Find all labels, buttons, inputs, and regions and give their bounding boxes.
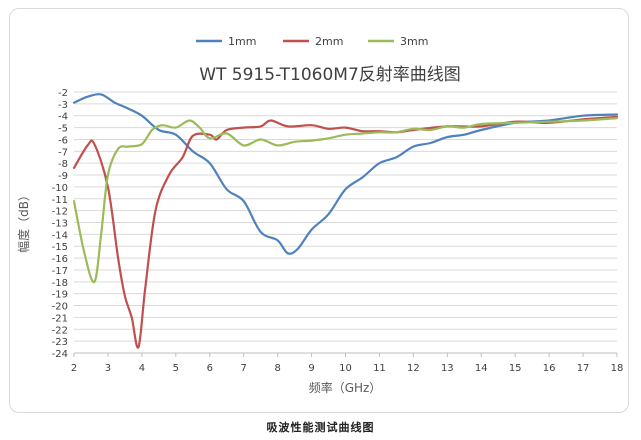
legend-label-3mm: 3mm — [400, 35, 428, 48]
y-tick-label: -11 — [52, 195, 68, 206]
x-tick-label: 4 — [139, 363, 145, 374]
x-tick-label: 12 — [407, 363, 420, 374]
y-tick-label: -3 — [58, 100, 68, 111]
y-tick-label: -15 — [52, 242, 68, 253]
x-tick-label: 9 — [308, 363, 314, 374]
x-tick-label: 3 — [105, 363, 111, 374]
y-tick-labels: -2-3-4-5-6-7-8-9-10-11-12-13-14-15-16-17… — [52, 88, 68, 360]
x-tick-label: 16 — [543, 363, 556, 374]
y-tick-label: -2 — [58, 88, 68, 99]
x-tick-label: 11 — [373, 363, 386, 374]
x-tick-label: 17 — [577, 363, 590, 374]
y-tick-label: -5 — [58, 124, 68, 135]
y-tick-label: -19 — [52, 290, 68, 301]
series-lines — [72, 93, 619, 349]
y-tick-label: -4 — [58, 112, 68, 123]
x-tick-label: 14 — [475, 363, 488, 374]
y-tick-label: -7 — [58, 147, 68, 158]
x-tick-labels: 2 3 4 5 6 7 8 9 10 11 12 13 14 15 16 17 18 — [71, 363, 624, 374]
y-tick-label: -22 — [52, 325, 68, 336]
y-tick-label: -18 — [52, 278, 68, 289]
x-tick-label: 18 — [611, 363, 624, 374]
x-tick-label: 2 — [71, 363, 77, 374]
series-line-3mm — [72, 117, 619, 284]
y-axis-label: 幅度（dB） — [16, 189, 31, 253]
figure-caption: 吸波性能测试曲线图 — [266, 421, 375, 434]
y-tick-label: -13 — [52, 219, 68, 230]
gridlines — [74, 91, 617, 354]
y-tick-label: -16 — [52, 254, 68, 265]
x-tick-label: 8 — [274, 363, 280, 374]
y-tick-label: -24 — [52, 349, 68, 360]
legend-label-2mm: 2mm — [315, 35, 343, 48]
legend-label-1mm: 1mm — [228, 35, 256, 48]
series-line-2mm — [72, 115, 619, 349]
x-tick-label: 15 — [509, 363, 522, 374]
axes — [73, 352, 618, 357]
x-axis-label: 频率（GHz） — [309, 380, 382, 395]
y-tick-label: -9 — [58, 171, 68, 182]
x-tick-label: 6 — [207, 363, 213, 374]
x-tick-label: 13 — [441, 363, 454, 374]
y-tick-label: -20 — [52, 302, 68, 313]
y-tick-label: -8 — [58, 159, 68, 170]
y-tick-label: -23 — [52, 337, 68, 348]
series-line-1mm — [72, 93, 619, 255]
x-tick-label: 5 — [173, 363, 179, 374]
chart-title: WT 5915-T1060M7反射率曲线图 — [199, 65, 461, 85]
y-tick-label: -12 — [52, 207, 68, 218]
y-tick-label: -17 — [52, 266, 68, 277]
x-tick-label: 10 — [339, 363, 352, 374]
y-tick-label: -21 — [52, 313, 68, 324]
y-tick-label: -14 — [52, 230, 68, 241]
legend: 1mm 2mm 3mm — [196, 35, 428, 48]
y-tick-label: -6 — [58, 135, 68, 146]
y-tick-label: -10 — [52, 183, 68, 194]
x-tick-label: 7 — [241, 363, 247, 374]
